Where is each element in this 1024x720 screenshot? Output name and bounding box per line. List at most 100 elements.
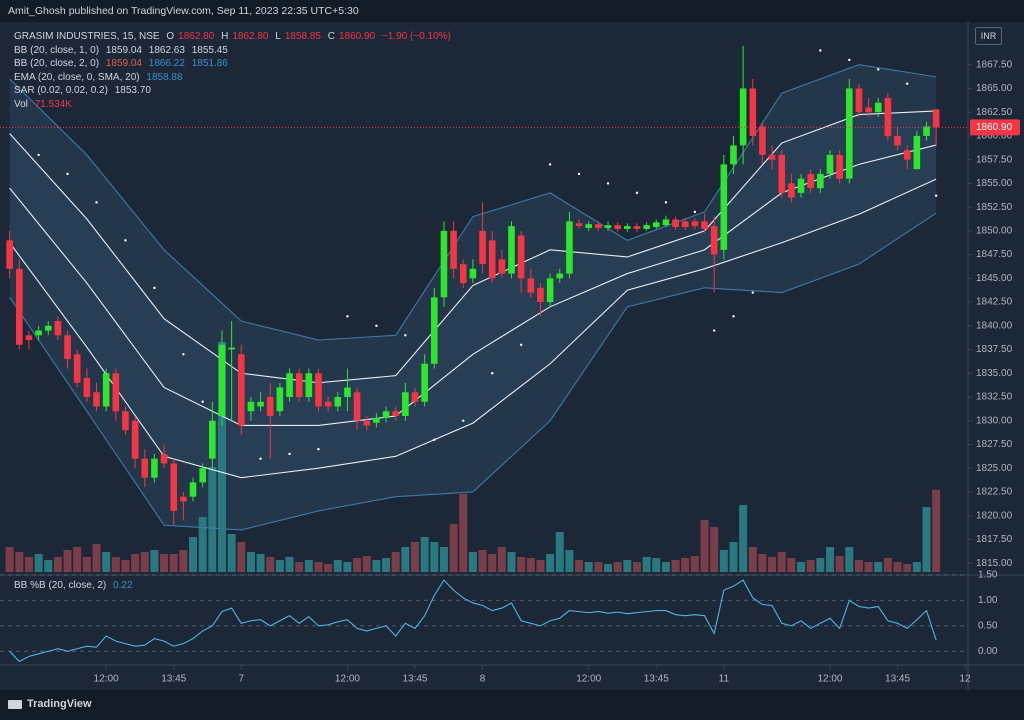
currency-button[interactable]: INR bbox=[975, 27, 1002, 45]
last-price-box bbox=[970, 119, 1020, 136]
volume-bar bbox=[131, 554, 140, 572]
volume-bar bbox=[150, 550, 159, 572]
volume-bar bbox=[825, 547, 834, 572]
candle-body bbox=[266, 396, 274, 416]
volume-bar bbox=[652, 558, 661, 572]
sar-dot bbox=[95, 201, 98, 204]
y-tick-label: 1815.00 bbox=[976, 558, 1013, 569]
candle-body bbox=[681, 221, 689, 228]
volume-bar bbox=[285, 557, 294, 572]
sar-dot bbox=[635, 191, 639, 195]
candle-body bbox=[344, 387, 351, 397]
candle-body bbox=[720, 164, 728, 250]
volume-bar bbox=[797, 562, 806, 572]
candle-body bbox=[527, 278, 535, 293]
volume-bar bbox=[246, 552, 255, 572]
indicator-value: 1859.04 bbox=[105, 58, 142, 69]
volume-bar bbox=[932, 489, 941, 572]
legend-row: GRASIM INDUSTRIES, 15, NSE O 1862.80 H 186… bbox=[14, 30, 455, 44]
y-tick-label: 1862.50 bbox=[976, 107, 1013, 118]
candle-body bbox=[102, 373, 110, 407]
sar-dot bbox=[519, 343, 523, 346]
indicator-value: 1866.22 bbox=[148, 58, 185, 69]
volume-bar bbox=[227, 534, 236, 572]
volume-bar bbox=[777, 552, 786, 572]
volume-bar bbox=[237, 542, 246, 572]
y-tick-label: 0.00 bbox=[978, 646, 998, 657]
candle-body bbox=[672, 219, 679, 228]
candle-body bbox=[730, 145, 737, 165]
candle-body bbox=[83, 378, 91, 397]
candle-body bbox=[759, 126, 766, 155]
volume-bar bbox=[198, 517, 207, 572]
candle-body bbox=[874, 102, 882, 113]
indicator-value: 0.22 bbox=[113, 580, 133, 591]
sar-dot bbox=[259, 457, 262, 460]
candle-body bbox=[402, 392, 409, 416]
candle-body bbox=[286, 373, 293, 397]
y-tick-label: 1857.50 bbox=[976, 154, 1013, 165]
x-tick-label: 11 bbox=[719, 674, 730, 685]
candle-body bbox=[324, 401, 332, 407]
ohlc-value: 1862.80 bbox=[178, 31, 215, 42]
indicator-name: Vol bbox=[14, 98, 28, 110]
candle-body bbox=[788, 183, 795, 198]
candle-body bbox=[305, 373, 313, 397]
indicator-value: 1851.86 bbox=[191, 58, 228, 69]
x-tick-label: 12:00 bbox=[335, 674, 360, 685]
candle-body bbox=[517, 235, 525, 279]
candle-body bbox=[556, 273, 564, 279]
x-tick-label: 13:45 bbox=[402, 674, 427, 685]
candle-body bbox=[411, 392, 419, 402]
volume-bar bbox=[575, 560, 584, 572]
volume-bar bbox=[719, 550, 728, 572]
sar-dot bbox=[712, 329, 716, 332]
x-tick-label: 13:45 bbox=[161, 674, 186, 685]
candle-body bbox=[141, 458, 149, 478]
candle-body bbox=[691, 221, 699, 227]
y-tick-label: 1850.00 bbox=[976, 225, 1013, 236]
candle-body bbox=[836, 154, 843, 179]
sar-dot bbox=[751, 291, 754, 294]
candle-body bbox=[624, 226, 631, 229]
ohlc-value: 1860.90 bbox=[339, 31, 376, 42]
symbol: GRASIM INDUSTRIES, 15, NSE bbox=[14, 31, 160, 42]
y-tick-label: 1865.00 bbox=[976, 83, 1013, 94]
y-tick-label: 1832.50 bbox=[976, 392, 1013, 403]
x-tick-label: 12:00 bbox=[94, 674, 119, 685]
x-tick-label: 13:45 bbox=[644, 674, 669, 685]
volume-bar bbox=[864, 562, 873, 572]
volume-bar bbox=[275, 560, 284, 572]
volume-bar bbox=[82, 557, 91, 572]
y-tick-label: 1820.00 bbox=[976, 510, 1013, 521]
volume-bar bbox=[748, 547, 757, 572]
volume-bar bbox=[517, 557, 526, 572]
candle-body bbox=[199, 468, 206, 483]
candle-body bbox=[131, 420, 139, 459]
y-tick-label: 1837.50 bbox=[976, 344, 1013, 355]
x-tick-label: 12 bbox=[960, 674, 972, 685]
legend-row: BB (20, close, 1, 0) 1859.04 1862.63 185… bbox=[14, 44, 455, 58]
candle-body bbox=[44, 325, 52, 331]
volume-bar bbox=[816, 558, 825, 572]
volume-bar bbox=[439, 547, 448, 572]
y-tick-label: 1.00 bbox=[978, 595, 998, 606]
indicator-value: 1858.88 bbox=[146, 71, 183, 83]
volume-bar bbox=[700, 520, 709, 572]
volume-bar bbox=[507, 552, 516, 572]
volume-bar bbox=[420, 537, 429, 572]
candle-body bbox=[112, 373, 120, 412]
indicator-value: 1853.70 bbox=[114, 85, 151, 96]
footer-brand: TradingView bbox=[8, 698, 92, 710]
indicator-name: EMA (20, close, 0, SMA, 20) bbox=[14, 71, 140, 83]
volume-bar bbox=[44, 560, 53, 572]
sar-dot bbox=[693, 210, 697, 214]
sar-dot bbox=[153, 286, 156, 290]
y-tick-label: 1860.00 bbox=[976, 131, 1013, 142]
volume-bar bbox=[893, 562, 902, 572]
candle-body bbox=[189, 482, 197, 497]
indicator-value: 1859.04 bbox=[105, 44, 142, 56]
volume-bar bbox=[787, 558, 796, 572]
candle-body bbox=[363, 420, 371, 426]
